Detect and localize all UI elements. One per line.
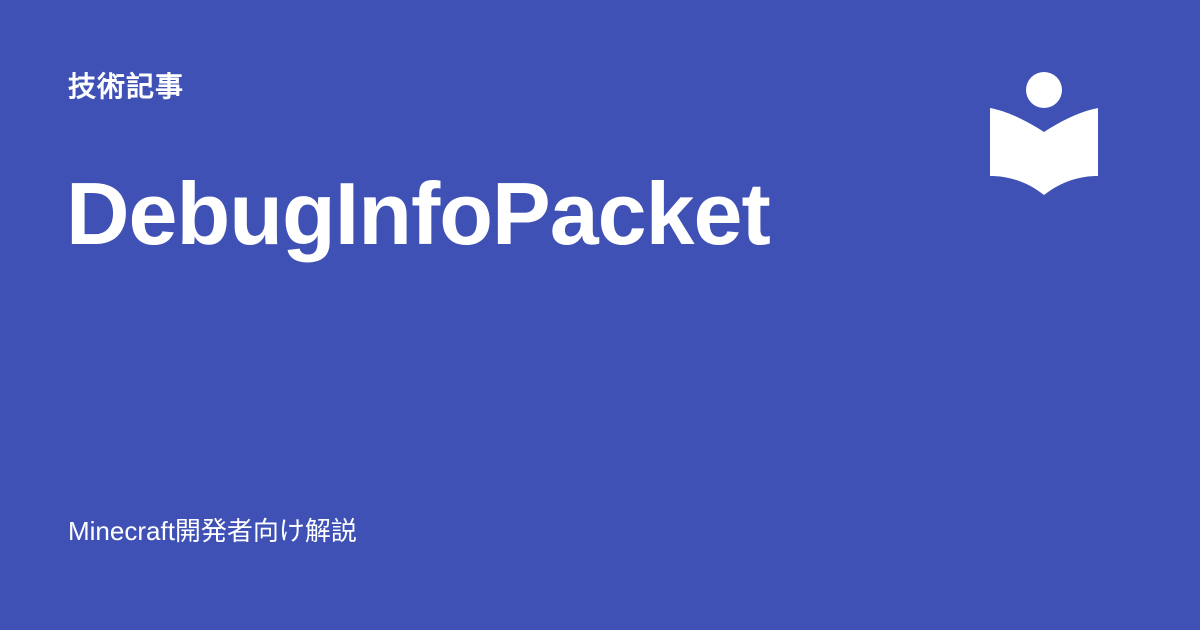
category-label: 技術記事 bbox=[68, 71, 185, 102]
page-title: DebugInfoPacket bbox=[66, 164, 771, 263]
site-footer-label: Minecraft開発者向け解説 bbox=[68, 516, 357, 546]
reader-book-icon bbox=[986, 68, 1102, 200]
